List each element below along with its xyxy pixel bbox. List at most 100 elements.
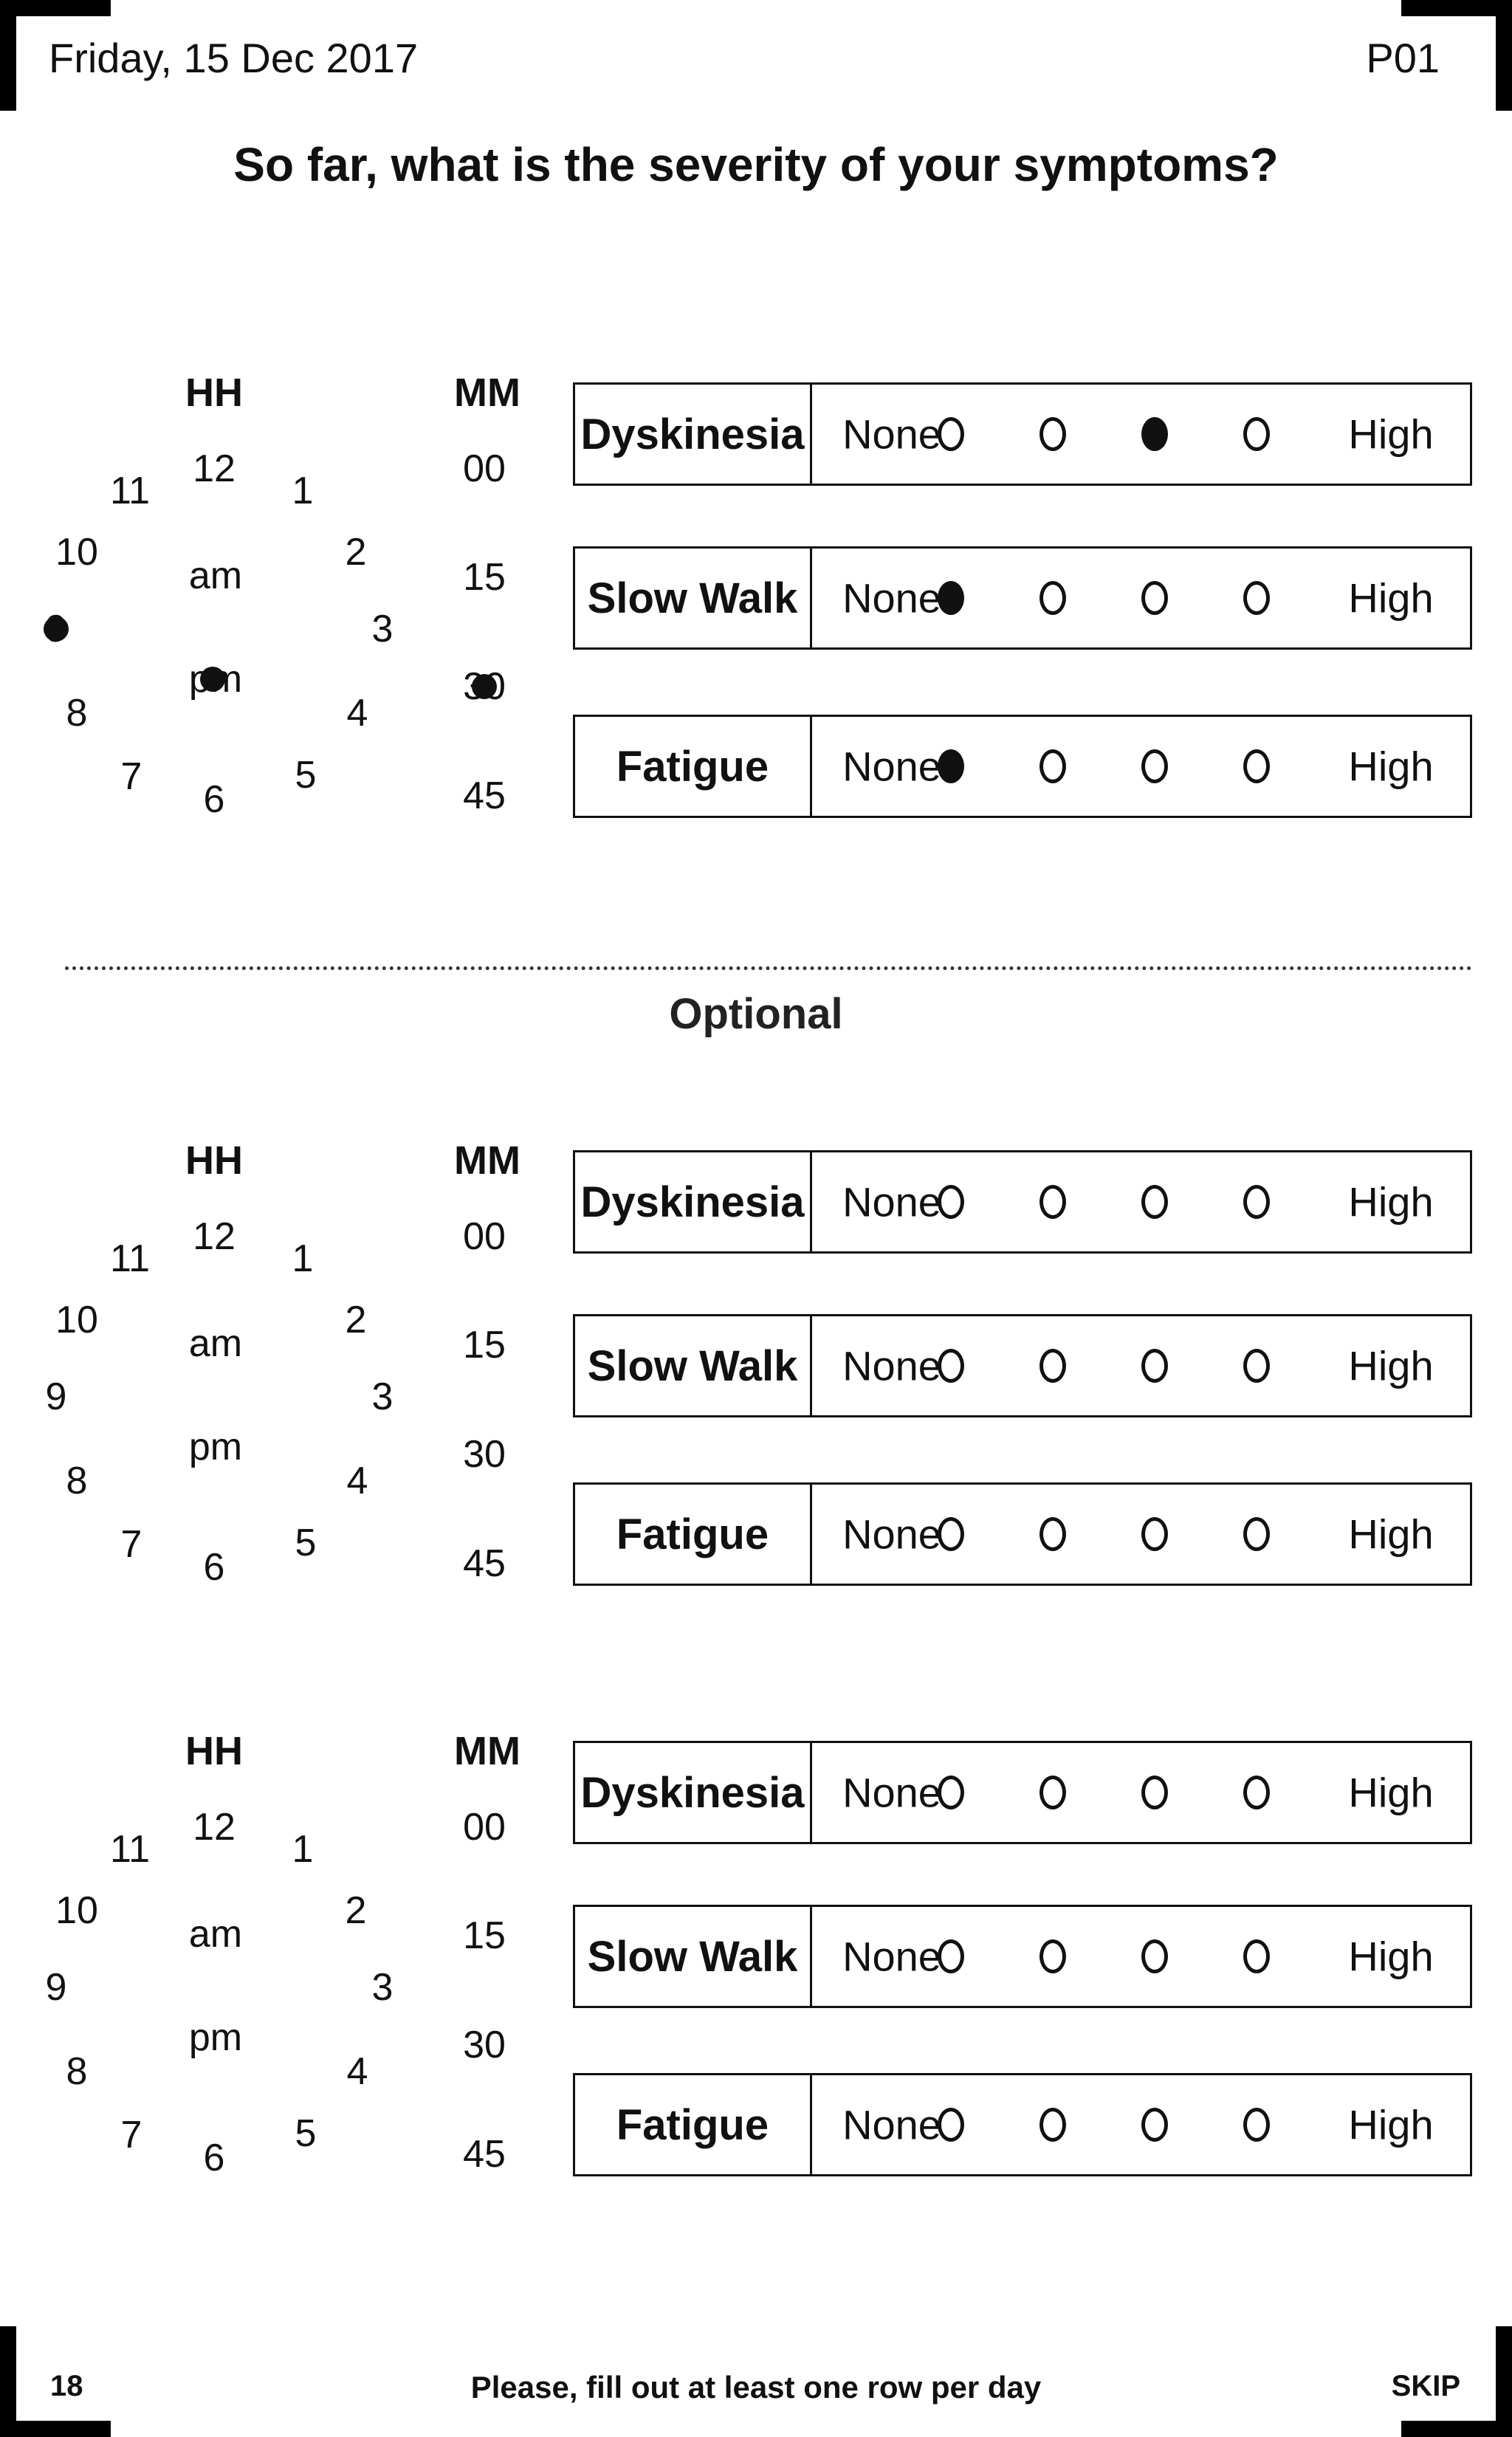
hour-option-7[interactable]: 7 xyxy=(120,2114,142,2156)
minute-option-45[interactable]: 45 xyxy=(463,2133,506,2176)
hour-option-12[interactable]: 12 xyxy=(193,447,236,490)
severity-option-2[interactable] xyxy=(1040,749,1066,783)
minute-option-00[interactable]: 00 xyxy=(463,447,506,490)
scale-low-label: None xyxy=(842,410,941,458)
symptom-row-slow-walk: Slow Walk None High xyxy=(573,1905,1472,2008)
severity-option-1[interactable] xyxy=(938,1349,964,1383)
severity-option-1[interactable] xyxy=(938,1517,964,1551)
hour-option-10[interactable]: 10 xyxy=(55,531,98,574)
symptom-label: Fatigue xyxy=(575,2075,812,2174)
minute-option-30[interactable]: 30 xyxy=(463,1433,506,1476)
severity-option-1[interactable] xyxy=(938,1776,964,1809)
hour-option-5[interactable]: 5 xyxy=(295,2112,317,2155)
symptom-label: Fatigue xyxy=(575,1485,812,1584)
severity-scale: None High xyxy=(812,549,1470,647)
severity-option-1[interactable] xyxy=(938,1185,964,1219)
severity-option-3[interactable] xyxy=(1141,749,1168,783)
severity-option-2[interactable] xyxy=(1040,1939,1066,1973)
symptom-row-fatigue: Fatigue None High xyxy=(573,2073,1472,2176)
hour-option-3[interactable]: 3 xyxy=(371,608,394,650)
hour-option-12[interactable]: 12 xyxy=(193,1806,236,1849)
am-option[interactable]: am xyxy=(188,1913,243,1956)
pm-option[interactable]: pm xyxy=(188,2016,243,2059)
hour-option-7[interactable]: 7 xyxy=(120,755,142,798)
hours-header: HH xyxy=(185,371,243,415)
severity-option-1[interactable] xyxy=(938,417,964,451)
severity-option-2[interactable] xyxy=(1040,1185,1066,1219)
minute-option-15[interactable]: 15 xyxy=(463,1324,506,1367)
hour-option-10[interactable]: 10 xyxy=(55,1889,98,1932)
severity-option-2[interactable] xyxy=(1040,1776,1066,1809)
hour-option-6[interactable]: 6 xyxy=(203,1546,225,1589)
hour-option-12[interactable]: 12 xyxy=(193,1215,236,1258)
severity-option-3[interactable] xyxy=(1141,1349,1168,1383)
severity-option-1[interactable] xyxy=(938,2108,964,2142)
hour-option-11[interactable]: 11 xyxy=(110,1828,150,1871)
minute-option-15[interactable]: 15 xyxy=(463,556,506,599)
severity-option-2[interactable] xyxy=(1040,1517,1066,1551)
minute-option-45[interactable]: 45 xyxy=(463,774,506,817)
hour-option-1[interactable]: 1 xyxy=(292,1237,314,1280)
minute-option-30[interactable]: 30 xyxy=(463,2024,506,2066)
am-option[interactable]: am xyxy=(188,1322,243,1365)
pm-option[interactable]: pm xyxy=(188,1426,243,1468)
severity-option-4[interactable] xyxy=(1243,1349,1270,1383)
severity-option-2[interactable] xyxy=(1040,581,1066,615)
severity-option-4[interactable] xyxy=(1243,417,1270,451)
severity-option-3[interactable] xyxy=(1141,1185,1168,1219)
hour-option-3[interactable]: 3 xyxy=(371,1966,394,2009)
severity-option-1[interactable] xyxy=(938,581,964,615)
severity-option-4[interactable] xyxy=(1243,1517,1270,1551)
severity-option-3[interactable] xyxy=(1141,1939,1168,1973)
severity-option-3[interactable] xyxy=(1141,1776,1168,1809)
severity-option-1[interactable] xyxy=(938,749,964,783)
minute-option-00[interactable]: 00 xyxy=(463,1215,506,1258)
selected-hour-mark xyxy=(44,616,69,642)
severity-option-4[interactable] xyxy=(1243,1185,1270,1219)
hour-option-10[interactable]: 10 xyxy=(55,1299,98,1341)
hour-option-2[interactable]: 2 xyxy=(345,1889,367,1932)
minute-option-00[interactable]: 00 xyxy=(463,1806,506,1849)
severity-option-4[interactable] xyxy=(1243,1776,1270,1809)
symptom-label: Dyskinesia xyxy=(575,385,812,484)
severity-option-4[interactable] xyxy=(1243,581,1270,615)
skip-button[interactable]: SKIP xyxy=(1391,2370,1460,2402)
severity-option-4[interactable] xyxy=(1243,2108,1270,2142)
hour-option-11[interactable]: 11 xyxy=(110,1237,150,1280)
hour-option-4[interactable]: 4 xyxy=(346,692,368,735)
severity-option-3[interactable] xyxy=(1141,2108,1168,2142)
severity-option-2[interactable] xyxy=(1040,1349,1066,1383)
minute-option-45[interactable]: 45 xyxy=(463,1542,506,1585)
hour-option-1[interactable]: 1 xyxy=(292,470,314,512)
scale-low-label: None xyxy=(842,1933,941,1980)
hour-option-1[interactable]: 1 xyxy=(292,1828,314,1871)
hour-option-4[interactable]: 4 xyxy=(346,1460,368,1502)
hour-option-3[interactable]: 3 xyxy=(371,1375,394,1418)
severity-option-2[interactable] xyxy=(1040,2108,1066,2142)
severity-option-3[interactable] xyxy=(1141,1517,1168,1551)
hour-option-8[interactable]: 8 xyxy=(66,2050,88,2093)
am-option[interactable]: am xyxy=(188,554,243,597)
hour-option-7[interactable]: 7 xyxy=(120,1523,142,1566)
hour-option-11[interactable]: 11 xyxy=(110,470,150,512)
severity-option-2[interactable] xyxy=(1040,417,1066,451)
hour-option-8[interactable]: 8 xyxy=(66,692,88,735)
hour-option-5[interactable]: 5 xyxy=(295,1522,317,1564)
hour-option-2[interactable]: 2 xyxy=(345,531,367,574)
hour-option-9[interactable]: 9 xyxy=(45,1375,67,1418)
hour-option-5[interactable]: 5 xyxy=(295,754,317,797)
symptom-label: Fatigue xyxy=(575,717,812,816)
minute-option-15[interactable]: 15 xyxy=(463,1914,506,1957)
severity-option-3[interactable] xyxy=(1141,417,1168,451)
hour-option-6[interactable]: 6 xyxy=(203,778,225,821)
severity-option-4[interactable] xyxy=(1243,1939,1270,1973)
severity-option-3[interactable] xyxy=(1141,581,1168,615)
severity-option-1[interactable] xyxy=(938,1939,964,1973)
hour-option-8[interactable]: 8 xyxy=(66,1460,88,1502)
hour-option-2[interactable]: 2 xyxy=(345,1299,367,1341)
severity-scale: None High xyxy=(812,1907,1470,2006)
hour-option-9[interactable]: 9 xyxy=(45,1966,67,2009)
hour-option-4[interactable]: 4 xyxy=(346,2050,368,2093)
severity-option-4[interactable] xyxy=(1243,749,1270,783)
hour-option-6[interactable]: 6 xyxy=(203,2137,225,2179)
